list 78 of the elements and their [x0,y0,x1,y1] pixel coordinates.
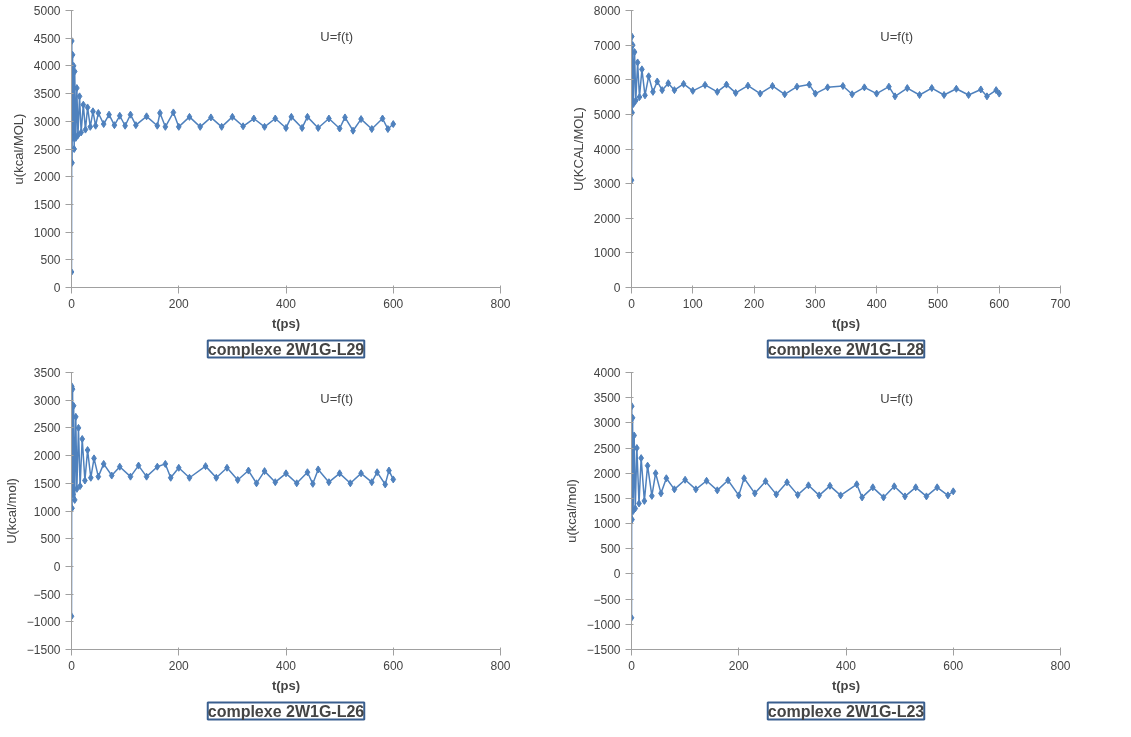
y-tick-label: 1000 [33,504,61,519]
x-tick-label: 400 [866,296,887,311]
y-tick-label: −1500 [586,643,621,657]
y-tick-label: 0 [53,281,61,295]
y-tick-label: 3000 [33,393,61,408]
y-tick-label: 1000 [33,225,61,240]
y-tick-label: 1500 [33,197,61,212]
y-axis-title: u(kcal/MOL) [10,113,26,185]
y-tick-label: 2000 [33,449,61,464]
y-tick-label: 4000 [593,366,621,380]
y-tick-label: 6000 [593,73,621,88]
x-tick-label: 600 [383,296,404,311]
y-tick-label: 2000 [593,466,621,481]
y-tick-label: −500 [593,592,621,607]
x-axis-title: t(ps) [271,677,301,693]
y-tick-label: 0 [613,281,621,295]
x-tick-label: 400 [275,658,297,673]
x-tick-label: 800 [490,296,511,311]
x-tick-label: 0 [68,296,76,311]
y-tick-label: −1000 [26,615,61,630]
x-axis-title: t(ps) [831,677,861,693]
y-tick-label: 3000 [593,416,621,431]
x-tick-label: 0 [628,296,636,311]
x-tick-label: 800 [490,658,511,673]
y-tick-label: 3000 [33,114,61,129]
y-tick-label: 3000 [593,177,621,192]
x-tick-label: 0 [68,658,76,673]
y-tick-label: 500 [40,253,61,268]
y-tick-label: 2500 [33,142,61,157]
x-tick-label: 400 [835,658,857,673]
y-tick-label: 3500 [33,87,61,102]
y-tick-label: 1500 [33,476,61,491]
y-tick-label: 0 [613,567,621,582]
y-tick-label: 4000 [33,59,61,74]
y-tick-label: 2500 [33,421,61,436]
y-tick-label: 5000 [593,107,621,122]
annotation: U=f(t) [880,390,914,406]
x-axis-title: t(ps) [831,315,861,331]
x-tick-label: 200 [168,296,190,311]
y-tick-label: 4000 [593,142,621,157]
y-tick-label: 4500 [33,31,61,46]
x-tick-label: 200 [168,658,190,673]
y-tick-label: 1500 [593,491,621,506]
x-tick-label: 600 [383,658,404,673]
y-axis-title: u(kcal/mol) [563,479,579,543]
y-tick-label: 7000 [593,38,621,53]
x-tick-label: 200 [728,658,750,673]
x-tick-label: 200 [744,296,765,311]
y-tick-label: 3500 [33,366,61,380]
annotation: U=f(t) [320,390,354,406]
y-tick-label: −1500 [26,643,61,657]
y-tick-label: 2500 [593,441,621,456]
x-axis-title: t(ps) [271,315,301,331]
x-tick-label: 800 [1050,658,1071,673]
y-tick-label: 500 [40,532,61,547]
x-tick-label: 700 [1050,296,1071,311]
x-tick-label: 0 [628,658,636,673]
y-axis-title: U(kcal/mol) [3,478,19,544]
x-tick-label: 300 [805,296,826,311]
y-tick-label: 500 [600,542,621,557]
y-tick-label: 5000 [33,4,61,18]
y-tick-label: 2000 [33,170,61,185]
x-tick-label: 100 [682,296,704,311]
y-axis-title: U(KCAL/MOL) [570,107,586,191]
y-tick-label: 3500 [593,391,621,406]
x-tick-label: 600 [989,296,1010,311]
y-tick-label: 8000 [593,4,621,18]
y-tick-label: −1000 [586,617,621,632]
annotation: U=f(t) [880,28,914,44]
x-tick-label: 600 [943,658,964,673]
x-tick-label: 400 [275,296,297,311]
y-tick-label: 0 [53,559,61,574]
y-tick-label: 1000 [593,246,621,261]
x-tick-label: 500 [927,296,949,311]
y-tick-label: −500 [33,587,61,602]
annotation: U=f(t) [320,28,354,44]
y-tick-label: 1000 [593,517,621,532]
y-tick-label: 2000 [593,211,621,226]
